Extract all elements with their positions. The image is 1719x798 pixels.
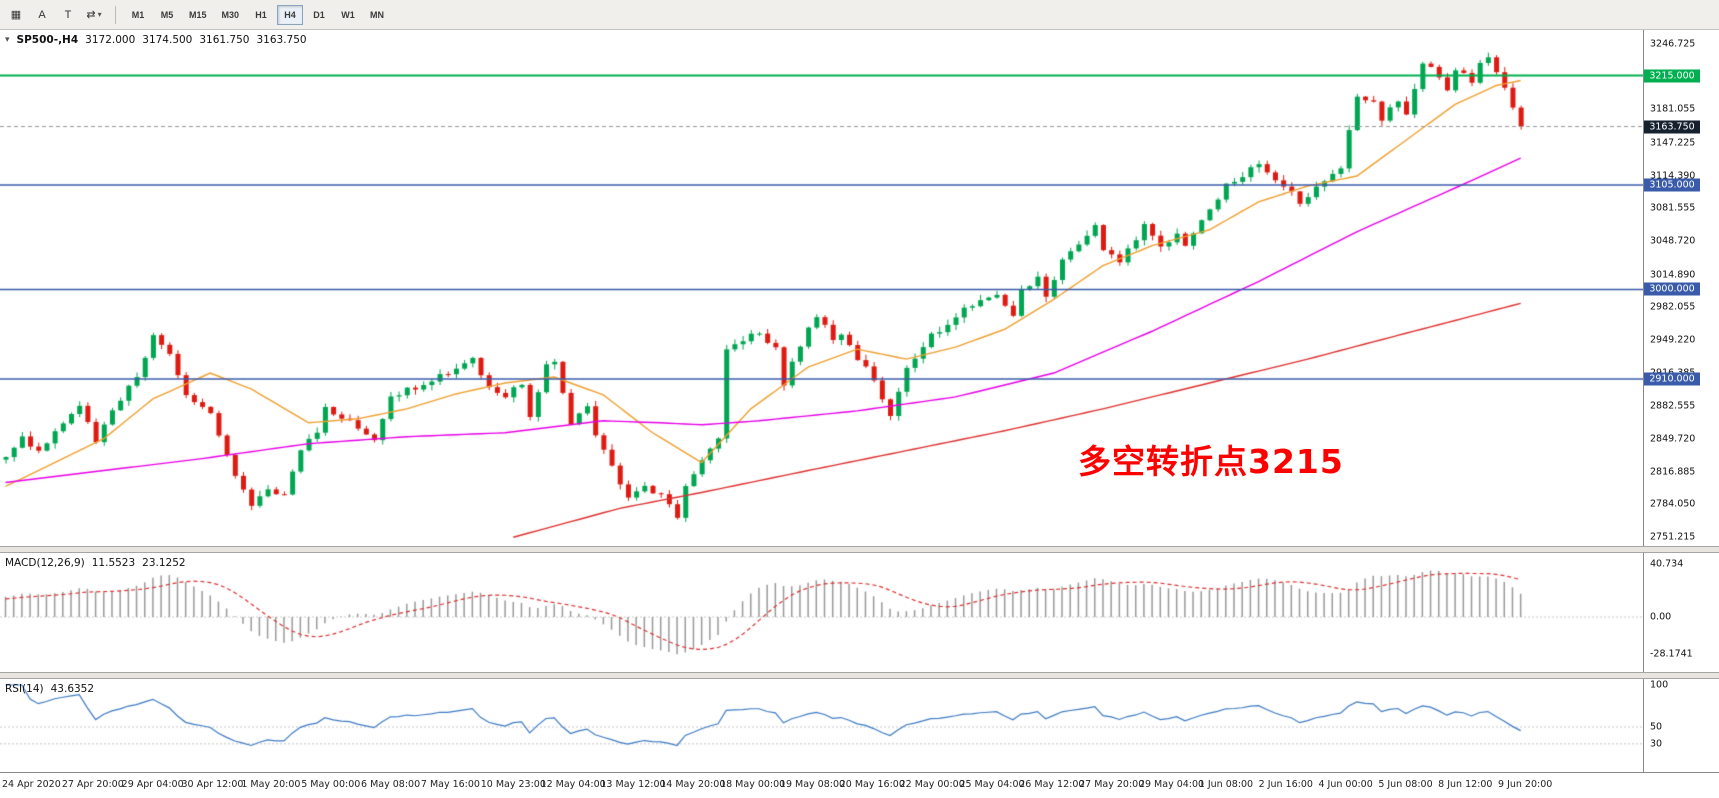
panel-splitter[interactable]	[0, 672, 1719, 679]
time-axis-label: 29 May 04:00	[1138, 779, 1205, 790]
macd-panel[interactable]: MACD(12,26,9) 11.5523 23.1252 40.734 0.00…	[0, 553, 1719, 672]
time-axis-label: 25 May 04:00	[959, 779, 1025, 790]
time-axis-label: 1 May 20:00	[241, 779, 301, 790]
time-axis-label: 14 May 20:00	[660, 779, 726, 790]
macd-canvas[interactable]	[0, 553, 1643, 672]
time-axis-label: 12 May 04:00	[540, 779, 606, 790]
time-axis-label: 4 Jun 00:00	[1318, 779, 1373, 790]
price-scale-label: 3246.725	[1648, 38, 1698, 50]
dropdown-caret-icon: ▾	[97, 10, 102, 19]
hline-price-badge: 3000.000	[1644, 282, 1700, 296]
timeframe-mn-button[interactable]: MN	[364, 5, 390, 25]
price-scale-label: 3181.055	[1648, 103, 1698, 115]
price-scale-label: 2816.885	[1648, 466, 1698, 478]
rsi-value: 43.6352	[50, 683, 95, 695]
cycle-symbols-button[interactable]: ⇄ ▾	[82, 4, 106, 26]
price-scale-border	[1643, 30, 1644, 772]
timeframe-d1-button[interactable]: D1	[306, 5, 332, 25]
macd-header: MACD(12,26,9) 11.5523 23.1252	[5, 557, 186, 569]
time-axis-label: 29 Apr 04:00	[121, 779, 184, 790]
symbol-period-label: SP500-,H4	[16, 34, 79, 46]
macd-name-label: MACD(12,26,9)	[5, 557, 85, 569]
ohlc-close: 3163.750	[256, 34, 307, 46]
time-axis-label: 6 May 08:00	[361, 779, 421, 790]
rsi-header: RSI(14) 43.6352	[5, 683, 94, 695]
price-scale-label: 3114.390	[1648, 170, 1698, 182]
timeframe-w1-button[interactable]: W1	[335, 5, 361, 25]
rsi-panel[interactable]: RSI(14) 43.6352 100 50 30	[0, 679, 1719, 772]
text-tool-button[interactable]: T	[56, 4, 80, 26]
price-scale-label: 2784.050	[1648, 498, 1698, 510]
chart-toolbar: ▦ A T ⇄ ▾ M1 M5 M15 M30 H1 H4 D1 W1 MN	[0, 0, 1719, 30]
toolbar-separator	[115, 5, 116, 24]
time-axis-label: 24 Apr 2020	[2, 779, 61, 790]
price-scale-label: 3014.890	[1648, 269, 1698, 281]
time-axis-label: 30 Apr 12:00	[181, 779, 244, 790]
panel-splitter[interactable]	[0, 546, 1719, 553]
time-axis-label: 5 Jun 08:00	[1378, 779, 1433, 790]
time-axis-label: 7 May 16:00	[420, 779, 480, 790]
time-axis-label: 27 Apr 20:00	[61, 779, 124, 790]
timeframe-group: M1 M5 M15 M30 H1 H4 D1 W1 MN	[125, 4, 390, 25]
time-axis-label: 2 Jun 16:00	[1258, 779, 1313, 790]
ohlc-low: 3161.750	[199, 34, 250, 46]
annotation-text: 多空转折点3215	[1078, 442, 1344, 481]
time-axis-label: 13 May 12:00	[600, 779, 666, 790]
time-axis-label: 9 Jun 20:00	[1498, 779, 1553, 790]
price-scale-label: 2982.055	[1648, 301, 1698, 313]
time-axis-label: 27 May 20:00	[1079, 779, 1145, 790]
main-chart-panel[interactable]: ▾ SP500-,H4 3172.000 3174.500 3161.750 3…	[0, 30, 1719, 546]
hline-price-badge: 3105.000	[1644, 178, 1700, 192]
time-axis-label: 5 May 00:00	[301, 779, 361, 790]
rsi-scale-label: 100	[1648, 679, 1671, 691]
autoscroll-button[interactable]: A	[30, 4, 54, 26]
time-axis-label: 10 May 23:00	[480, 779, 546, 790]
ohlc-open: 3172.000	[85, 34, 136, 46]
rsi-name-label: RSI(14)	[5, 683, 44, 695]
price-scale-label: 2882.555	[1648, 400, 1698, 412]
macd-scale-label: 0.00	[1648, 611, 1674, 623]
timeframe-h4-button[interactable]: H4	[277, 4, 304, 25]
one-click-collapse-icon[interactable]: ▾	[5, 35, 10, 45]
timeframe-m15-button[interactable]: M15	[183, 5, 213, 25]
chart-window-icon[interactable]: ▦	[4, 4, 28, 26]
time-axis-label: 8 Jun 12:00	[1438, 779, 1493, 790]
time-axis-label: 18 May 00:00	[720, 779, 786, 790]
time-axis-label: 20 May 16:00	[839, 779, 905, 790]
time-axis-label: 22 May 00:00	[899, 779, 965, 790]
chart-header: ▾ SP500-,H4 3172.000 3174.500 3161.750 3…	[5, 34, 307, 46]
timeframe-m30-button[interactable]: M30	[216, 5, 246, 25]
rsi-scale-label: 50	[1648, 721, 1665, 733]
ohlc-high: 3174.500	[142, 34, 193, 46]
time-axis-label: 1 Jun 08:00	[1198, 779, 1254, 790]
candlestick-canvas[interactable]	[0, 30, 1643, 546]
time-axis[interactable]: 24 Apr 2020 27 Apr 20:00 29 Apr 04:00 30 Ap…	[0, 772, 1719, 798]
price-scale-label: 3147.225	[1648, 137, 1698, 149]
macd-scale-label: -28.1741	[1648, 648, 1695, 660]
hline-price-badge: 2910.000	[1644, 372, 1700, 386]
price-scale-label: 3048.720	[1648, 235, 1698, 247]
price-scale-label: 2949.220	[1648, 334, 1698, 346]
price-scale-label: 2849.720	[1648, 433, 1698, 445]
rsi-canvas[interactable]	[0, 679, 1643, 772]
macd-value-signal: 23.1252	[142, 557, 186, 569]
timeframe-h1-button[interactable]: H1	[248, 5, 274, 25]
time-axis-label: 19 May 08:00	[779, 779, 846, 790]
price-scale-label: 3081.555	[1648, 202, 1698, 214]
time-axis-label: 26 May 12:00	[1019, 779, 1085, 790]
hline-price-badge: 3215.000	[1644, 69, 1700, 83]
rsi-scale-label: 30	[1648, 738, 1665, 750]
current-price-badge: 3163.750	[1644, 120, 1700, 134]
macd-scale-label: 40.734	[1648, 558, 1686, 570]
price-scale-label: 2751.215	[1648, 531, 1698, 543]
cycle-arrows-icon: ⇄	[86, 9, 96, 21]
timeframe-m1-button[interactable]: M1	[125, 5, 151, 25]
macd-value-main: 11.5523	[91, 557, 136, 569]
timeframe-m5-button[interactable]: M5	[154, 5, 180, 25]
